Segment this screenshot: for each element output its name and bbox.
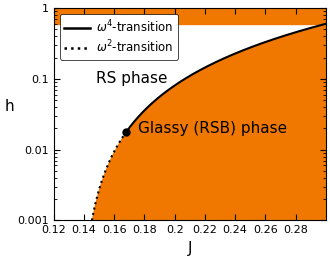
Text: RS phase: RS phase xyxy=(96,72,168,86)
Y-axis label: h: h xyxy=(4,99,14,114)
X-axis label: J: J xyxy=(187,241,192,256)
Text: Glassy (RSB) phase: Glassy (RSB) phase xyxy=(138,121,287,136)
Legend: $\omega^4$-transition, $\omega^2$-transition: $\omega^4$-transition, $\omega^2$-transi… xyxy=(60,14,178,60)
